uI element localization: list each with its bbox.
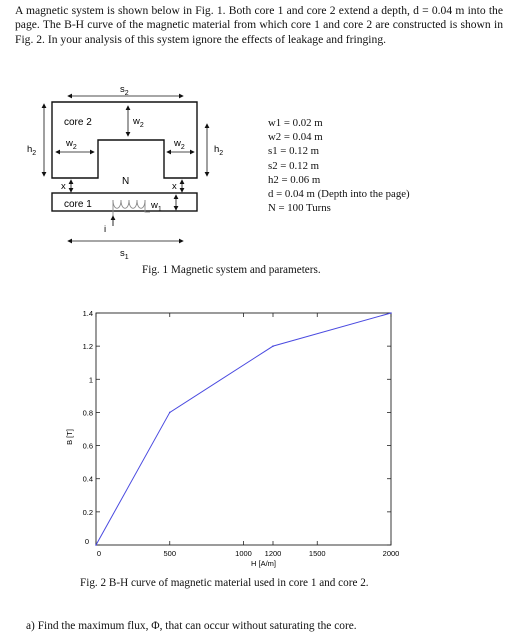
bh-data-point [168, 411, 171, 414]
param-w2: w2 = 0.04 m [268, 131, 323, 144]
bh-data-point [390, 312, 392, 314]
param-h2: h2 = 0.06 m [268, 173, 321, 186]
param-n: N = 100 Turns [268, 202, 331, 215]
current-label: i [104, 224, 106, 235]
s2-label: s2 [120, 84, 129, 97]
core1-label: core 1 [64, 199, 92, 210]
x-left-label: x [61, 181, 66, 192]
question-a: a) Find the maximum flux, Φ, that can oc… [26, 620, 357, 632]
problem-intro: A magnetic system is shown below in Fig.… [15, 4, 503, 46]
core2-outline [51, 101, 198, 179]
bh-curve-line [95, 312, 392, 546]
param-w1: w1 = 0.02 m [268, 117, 323, 129]
x-tick-label: 1000 [235, 549, 252, 558]
x-tick-label: 2000 [383, 549, 400, 558]
y-tick-label: 0.4 [83, 475, 93, 484]
bh-data-point [95, 544, 97, 546]
core2-label: core 2 [64, 117, 92, 128]
x-tick-label: 500 [163, 549, 176, 558]
param-d: d = 0.04 m (Depth into the page) [268, 188, 410, 201]
y-tick-label: 1.2 [83, 342, 93, 351]
y-tick-label: 1 [89, 375, 93, 384]
y-tick-label: 0.8 [83, 408, 93, 417]
w2-right-label: w2 [173, 138, 185, 151]
w2-top-label: w2 [132, 116, 144, 129]
y-tick-label: 1.4 [83, 309, 93, 318]
x-tick-label: 0 [97, 549, 101, 558]
s1-label: s1 [120, 248, 129, 260]
x-right-label: x [172, 181, 177, 192]
origin-label-y: 0 [85, 537, 89, 546]
x-axis-label: H [A/m] [251, 559, 276, 568]
bh-curve-chart: 0.2 0.4 0.6 0.8 1 1.2 1.4 00 500 1000 1200 1500 2000… [65, 309, 400, 568]
y-tick-label: 0.6 [83, 442, 93, 451]
x-tick-label: 1500 [309, 549, 326, 558]
figure2-caption: Fig. 2 B-H curve of magnetic material us… [80, 577, 369, 589]
h2-right-label: h2 [214, 144, 223, 157]
y-tick-label: 0.2 [83, 508, 93, 517]
param-s2: s2 = 0.12 m [268, 159, 320, 172]
figure1-caption: Fig. 1 Magnetic system and parameters. [142, 264, 321, 276]
bh-data-point [272, 345, 274, 347]
turns-label: N [122, 176, 129, 187]
h2-left-label: h2 [27, 144, 36, 157]
y-axis-label: B [T] [65, 429, 74, 445]
w2-left-label: w2 [65, 138, 77, 151]
core1-outline [51, 192, 198, 212]
plot-frame [95, 312, 392, 546]
parameter-list: w1 = 0.02 m w2 = 0.04 m s1 = 0.12 m s2 =… [268, 116, 410, 215]
magnetic-system-figure: s2 s1 core 2 core 1 w2 w2 w2 h2 h2 x x N… [27, 84, 223, 260]
x-tick-label: 1200 [265, 549, 282, 558]
w1-label: w1 [150, 200, 162, 213]
param-s1: s1 = 0.12 m [268, 145, 320, 158]
